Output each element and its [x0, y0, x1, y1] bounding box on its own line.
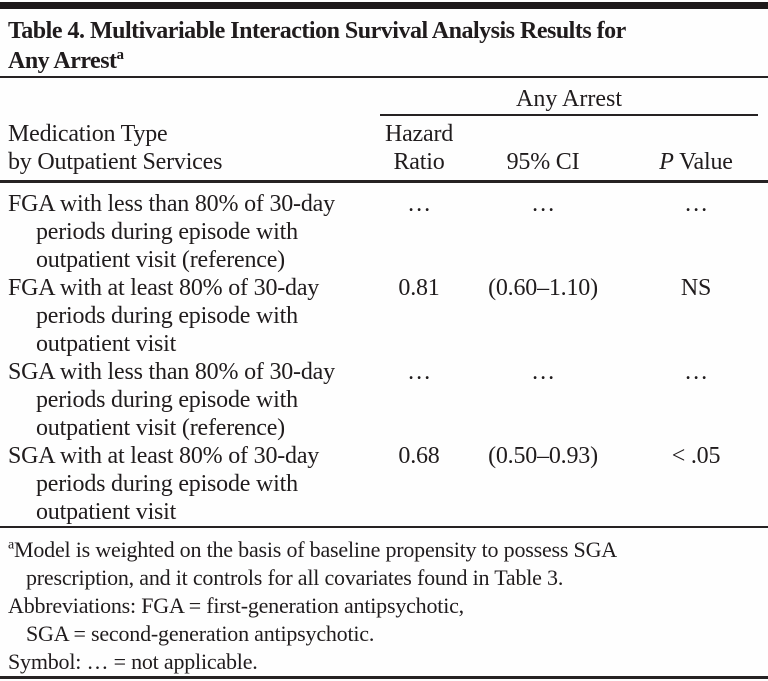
table-row: SGA with less than 80% of 30-day periods… [0, 358, 768, 442]
hazard-ratio-cell: … [407, 191, 431, 217]
footnote-symbol: Symbol: … = not applicable. [4, 648, 762, 676]
table-footnotes: aModel is weighted on the basis of basel… [0, 528, 768, 676]
spanner-header-row: Any Arrest [0, 78, 768, 116]
hazard-ratio-cell: 0.68 [398, 443, 440, 469]
spanner-spacer [0, 78, 376, 116]
hazard-ratio-cell: 0.81 [398, 275, 440, 301]
row-label: FGA with less than 80% of 30-day periods… [8, 191, 335, 273]
row-label: SGA with less than 80% of 30-day periods… [8, 359, 335, 441]
column-header-row: Medication Type by Outpatient Services H… [0, 116, 768, 180]
title-divider-rule [0, 76, 768, 78]
header-divider-rule [0, 180, 768, 183]
footnote-abbreviations: Abbreviations: FGA = first-generation an… [4, 592, 762, 648]
row-label: SGA with at least 80% of 30-day periods … [8, 443, 320, 525]
table-row: FGA with at least 80% of 30-day periods … [0, 274, 768, 358]
column-header-p-value: P Value [624, 148, 768, 176]
table-bottom-rule [0, 676, 768, 679]
row-label: FGA with at least 80% of 30-day periods … [8, 275, 320, 357]
table-title: Table 4. Multivariable Interaction Survi… [0, 9, 768, 76]
hazard-ratio-cell: … [407, 359, 431, 385]
p-value-cell: … [684, 359, 708, 385]
p-value-rest: Value [673, 149, 733, 175]
column-header-95-ci: 95% CI [506, 149, 580, 175]
footnote-abbreviations-text: Abbreviations: FGA = first-generation an… [8, 593, 464, 646]
ci-cell: … [531, 191, 555, 217]
table-row: SGA with at least 80% of 30-day periods … [0, 442, 768, 526]
column-header-hazard-ratio: Hazard Ratio [384, 121, 454, 175]
footnote-model-text: Model is weighted on the basis of baseli… [14, 537, 617, 590]
table-row: FGA with less than 80% of 30-day periods… [0, 190, 768, 274]
p-value-cell: NS [680, 275, 712, 301]
footnote-superscript-a: a [8, 537, 15, 553]
body-bottom-rule [0, 526, 768, 528]
ci-cell: (0.50–0.93) [488, 443, 598, 469]
table-body: FGA with less than 80% of 30-day periods… [0, 183, 768, 526]
table-top-rule [0, 2, 768, 9]
ci-cell: (0.60–1.10) [488, 275, 598, 301]
ci-cell: … [531, 359, 555, 385]
p-value-cell: … [684, 191, 708, 217]
spanner-rule [380, 114, 758, 116]
any-arrest-spanner-cell: Any Arrest [376, 78, 768, 116]
column-header-medication-type: Medication Type by Outpatient Services [8, 121, 223, 175]
table-title-superscript: a [116, 47, 125, 63]
table-title-text: Table 4. Multivariable Interaction Survi… [8, 18, 626, 74]
footnote-symbol-text: Symbol: … = not applicable. [8, 649, 258, 674]
p-value-cell: < .05 [671, 443, 721, 469]
footnote-model-weighting: aModel is weighted on the basis of basel… [4, 536, 762, 592]
p-value-italic-p: P [659, 149, 674, 175]
any-arrest-spanner-label: Any Arrest [516, 86, 622, 112]
